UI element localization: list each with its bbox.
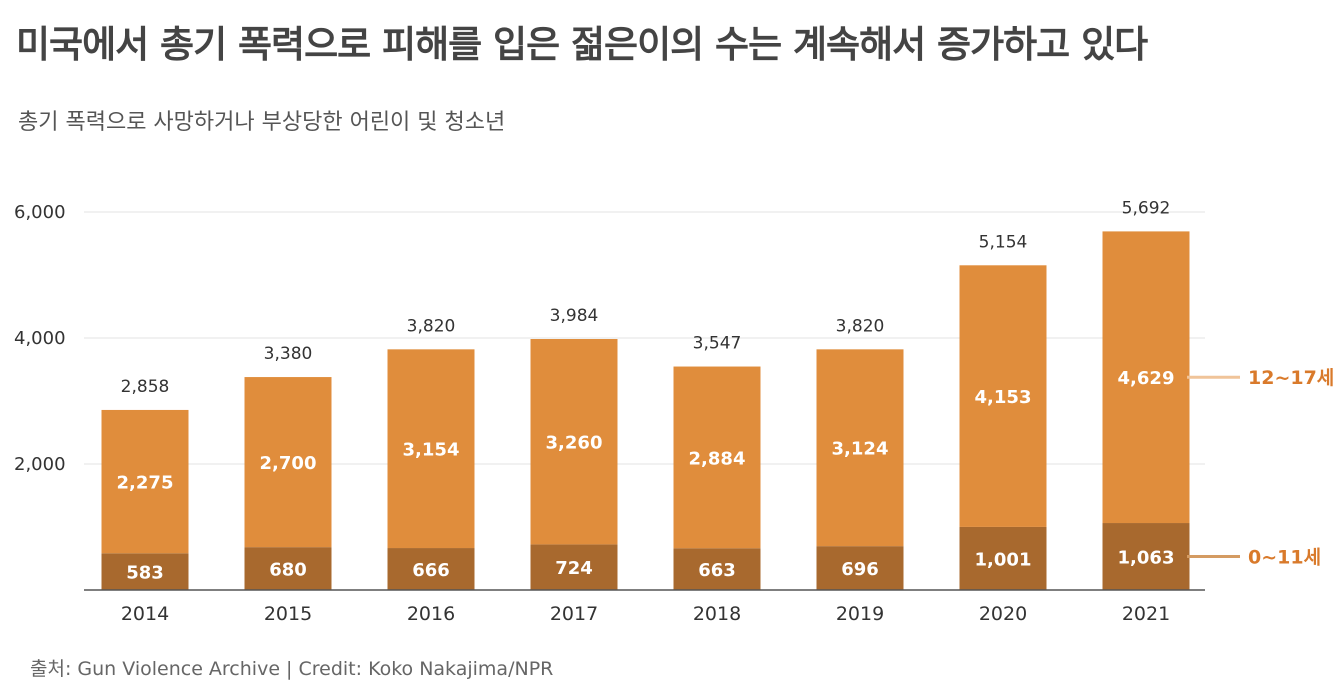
bar-segment-0-11	[1102, 523, 1190, 590]
data-label-12-17: 2,700	[260, 453, 317, 474]
bar-segment-12-17	[673, 366, 761, 549]
bar-segment-0-11	[673, 548, 761, 590]
data-label-0-11: 583	[126, 563, 164, 584]
data-label-12-17: 3,260	[546, 433, 603, 454]
x-tick-label: 2014	[121, 603, 169, 625]
data-label-0-11: 680	[269, 560, 307, 581]
total-label: 5,154	[979, 232, 1028, 252]
total-label: 3,820	[407, 316, 456, 336]
bar-segment-0-11	[244, 547, 332, 590]
x-tick-label: 2018	[693, 603, 741, 625]
data-label-12-17: 4,153	[975, 387, 1032, 408]
x-tick-label: 2021	[1122, 603, 1170, 625]
y-tick-label: 4,000	[14, 328, 66, 349]
total-label: 2,858	[121, 377, 170, 397]
data-label-0-11: 1,001	[975, 549, 1032, 570]
x-tick-label: 2017	[550, 603, 598, 625]
x-tick-label: 2019	[836, 603, 884, 625]
total-label: 5,692	[1122, 198, 1171, 218]
data-label-0-11: 696	[841, 559, 879, 580]
x-tick-label: 2015	[264, 603, 312, 625]
y-tick-label: 2,000	[14, 454, 66, 475]
bar-segment-12-17	[530, 339, 618, 545]
total-label: 3,984	[550, 306, 599, 326]
bar-segment-12-17	[387, 349, 475, 549]
bar-segment-0-11	[816, 546, 904, 590]
total-label: 3,380	[264, 344, 313, 364]
data-label-12-17: 2,884	[689, 448, 746, 469]
total-label: 3,820	[836, 316, 885, 336]
chart-subtitle: 총기 폭력으로 사망하거나 부상당한 어린이 및 청소년	[18, 110, 506, 135]
x-tick-label: 2016	[407, 603, 455, 625]
data-label-12-17: 2,275	[117, 473, 174, 494]
bar-segment-0-11	[959, 526, 1047, 590]
bar-segment-0-11	[101, 553, 189, 590]
bar-segment-12-17	[1102, 231, 1190, 524]
total-label: 3,547	[693, 334, 742, 354]
data-label-0-11: 666	[412, 560, 450, 581]
data-label-0-11: 1,063	[1118, 548, 1175, 569]
bar-segment-12-17	[959, 265, 1047, 527]
bar-segment-12-17	[816, 349, 904, 547]
data-label-12-17: 3,154	[403, 440, 460, 461]
data-label-12-17: 4,629	[1118, 368, 1175, 389]
bar-segment-0-11	[387, 548, 475, 590]
data-label-12-17: 3,124	[832, 439, 889, 460]
bar-segment-12-17	[101, 409, 189, 554]
y-tick-label: 6,000	[14, 202, 66, 223]
bar-segment-12-17	[244, 377, 332, 548]
bar-segment-0-11	[530, 544, 618, 590]
legend-label-12-17: 12~17세	[1248, 367, 1334, 389]
data-label-0-11: 663	[698, 560, 736, 581]
chart-title: 미국에서 총기 폭력으로 피해를 입은 젊은이의 수는 계속해서 증가하고 있다	[16, 23, 1148, 66]
data-label-0-11: 724	[555, 558, 593, 579]
source-credit: 출처: Gun Violence Archive | Credit: Koko …	[30, 658, 554, 680]
x-tick-label: 2020	[979, 603, 1027, 625]
legend-label-0-11: 0~11세	[1248, 547, 1321, 569]
